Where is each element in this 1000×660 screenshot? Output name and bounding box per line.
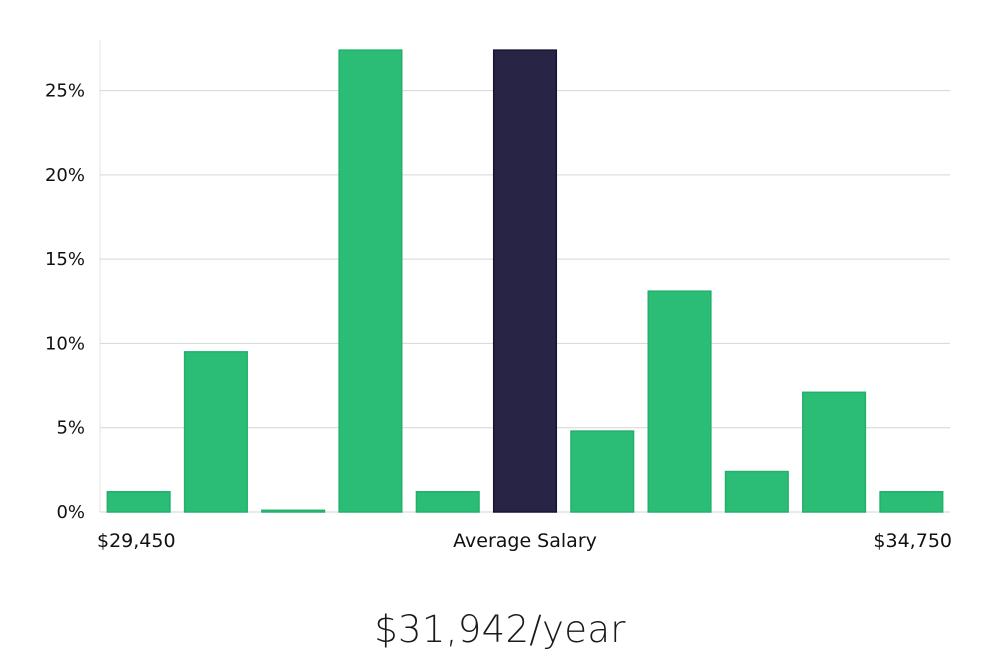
- salary-histogram-chart: 0%5%10%15%20%25% $29,450 Average Salary …: [45, 40, 952, 552]
- y-tick-label: 10%: [45, 333, 85, 354]
- bar-highlighted: [492, 49, 558, 513]
- x-axis-max-label: $34,750: [873, 530, 952, 552]
- bar: [647, 290, 712, 513]
- bar: [724, 470, 789, 513]
- y-axis-tick-labels: 0% 5% 10% 15% 20% 25%: [45, 81, 85, 523]
- bar: [338, 49, 403, 513]
- bar: [415, 491, 480, 513]
- x-axis-title: Average Salary: [453, 530, 597, 552]
- bar: [802, 391, 867, 513]
- x-axis-min-label: $29,450: [97, 530, 176, 552]
- histogram-bars: [106, 49, 944, 513]
- bar: [106, 491, 171, 513]
- y-tick-label: 5%: [56, 418, 85, 439]
- bar: [879, 491, 944, 513]
- bar: [261, 509, 326, 513]
- y-tick-label: 0%: [56, 502, 85, 523]
- y-tick-label: 15%: [45, 249, 85, 270]
- bar: [570, 430, 635, 513]
- y-tick-label: 25%: [45, 81, 85, 102]
- y-tick-label: 20%: [45, 165, 85, 186]
- bar: [183, 351, 248, 513]
- average-salary-value: $31,942/year: [374, 608, 626, 651]
